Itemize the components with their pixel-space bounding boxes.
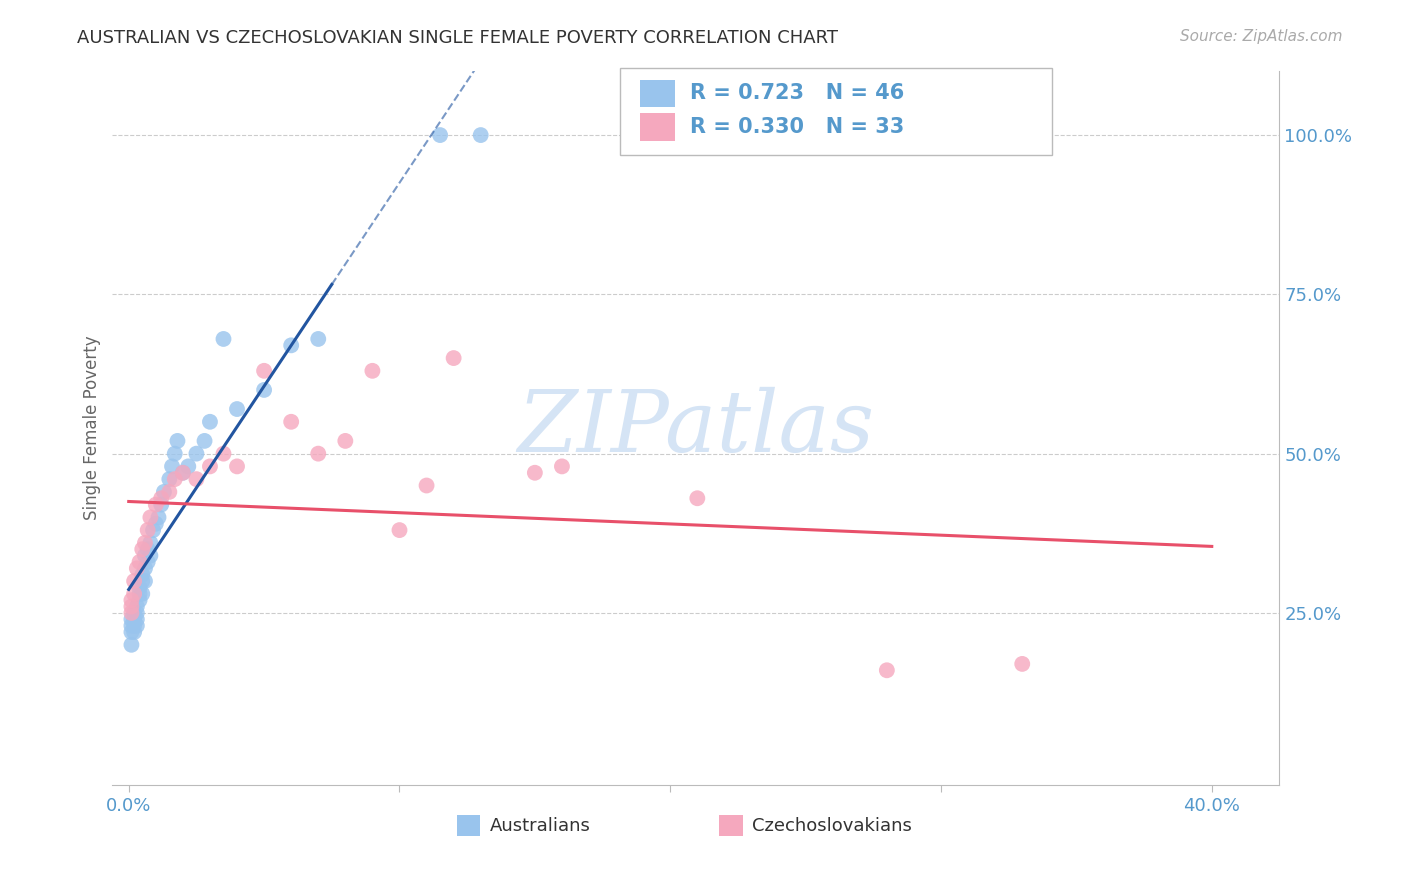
Point xyxy=(172,466,194,480)
Point xyxy=(212,447,235,461)
Point xyxy=(361,364,384,378)
Point xyxy=(125,606,148,620)
Point xyxy=(686,491,709,506)
Point xyxy=(139,510,162,524)
Point xyxy=(125,561,148,575)
Point xyxy=(148,510,170,524)
Point xyxy=(193,434,215,448)
Point xyxy=(122,606,145,620)
Point xyxy=(551,459,574,474)
Point xyxy=(177,459,200,474)
FancyBboxPatch shape xyxy=(720,815,742,837)
Point xyxy=(150,491,173,506)
Point xyxy=(429,128,451,142)
Point xyxy=(157,484,180,499)
Point xyxy=(122,612,145,626)
Point xyxy=(145,516,167,531)
Point xyxy=(128,587,150,601)
Point xyxy=(139,549,162,563)
Point xyxy=(307,447,329,461)
FancyBboxPatch shape xyxy=(620,68,1052,155)
Text: R = 0.723   N = 46: R = 0.723 N = 46 xyxy=(690,84,904,103)
Point xyxy=(125,599,148,614)
Point xyxy=(157,472,180,486)
Point xyxy=(226,402,249,417)
Point xyxy=(415,478,437,492)
Point xyxy=(186,447,208,461)
Point xyxy=(136,555,159,569)
Point xyxy=(136,523,159,537)
Point xyxy=(134,574,156,588)
Point xyxy=(120,593,142,607)
Point xyxy=(139,536,162,550)
Point xyxy=(443,351,465,365)
Point xyxy=(172,466,194,480)
Point xyxy=(160,459,183,474)
FancyBboxPatch shape xyxy=(640,80,675,107)
Point xyxy=(145,498,167,512)
Point xyxy=(280,338,302,352)
Point xyxy=(128,593,150,607)
Text: ZIPatlas: ZIPatlas xyxy=(517,387,875,469)
Point xyxy=(128,581,150,595)
Point xyxy=(131,567,153,582)
Text: AUSTRALIAN VS CZECHOSLOVAKIAN SINGLE FEMALE POVERTY CORRELATION CHART: AUSTRALIAN VS CZECHOSLOVAKIAN SINGLE FEM… xyxy=(77,29,838,46)
Text: Australians: Australians xyxy=(489,817,591,835)
Point xyxy=(122,618,145,632)
Text: Czechoslovakians: Czechoslovakians xyxy=(752,817,912,835)
Point xyxy=(134,549,156,563)
Point xyxy=(163,447,186,461)
Point xyxy=(120,618,142,632)
Text: R = 0.330   N = 33: R = 0.330 N = 33 xyxy=(690,117,904,137)
Point xyxy=(150,498,173,512)
Point xyxy=(253,383,276,397)
Point xyxy=(120,612,142,626)
Point xyxy=(212,332,235,346)
Point xyxy=(186,472,208,486)
Point xyxy=(388,523,411,537)
Point xyxy=(122,587,145,601)
Point xyxy=(876,663,898,677)
Point xyxy=(128,555,150,569)
Point xyxy=(120,599,142,614)
Point xyxy=(131,542,153,557)
Point xyxy=(120,606,142,620)
Point xyxy=(470,128,492,142)
FancyBboxPatch shape xyxy=(640,113,675,141)
Point xyxy=(226,459,249,474)
Point xyxy=(134,536,156,550)
Point xyxy=(131,587,153,601)
Point xyxy=(253,364,276,378)
Point xyxy=(198,415,221,429)
Point xyxy=(163,472,186,486)
Text: Source: ZipAtlas.com: Source: ZipAtlas.com xyxy=(1180,29,1343,44)
Point xyxy=(307,332,329,346)
Y-axis label: Single Female Poverty: Single Female Poverty xyxy=(83,336,101,520)
Point xyxy=(134,561,156,575)
Point xyxy=(122,574,145,588)
Point xyxy=(122,625,145,640)
FancyBboxPatch shape xyxy=(457,815,479,837)
Point xyxy=(335,434,357,448)
Point xyxy=(131,574,153,588)
Point xyxy=(166,434,188,448)
Point xyxy=(153,484,176,499)
Point xyxy=(198,459,221,474)
Point xyxy=(1011,657,1033,671)
Point xyxy=(120,638,142,652)
Point xyxy=(142,523,165,537)
Point xyxy=(120,625,142,640)
Point xyxy=(125,618,148,632)
Point xyxy=(136,542,159,557)
Point xyxy=(280,415,302,429)
Point xyxy=(125,612,148,626)
Point xyxy=(523,466,546,480)
